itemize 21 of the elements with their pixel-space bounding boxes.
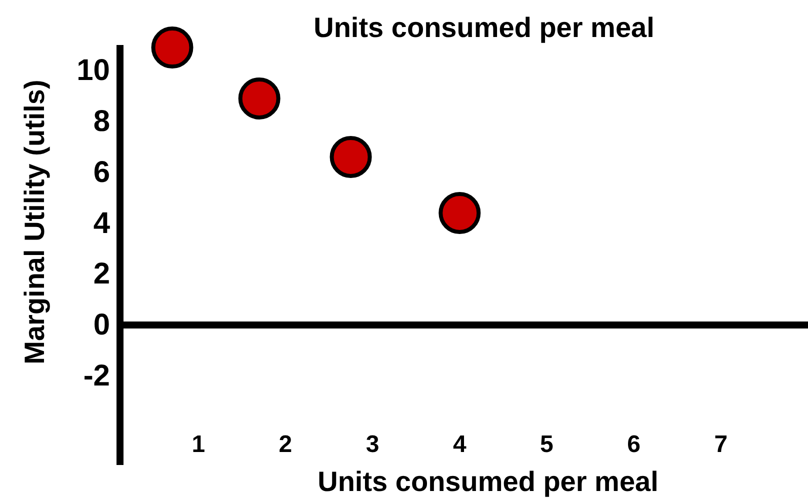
x-axis-title: Units consumed per meal — [318, 466, 658, 497]
point — [438, 192, 481, 234]
x-tick-label: 5 — [540, 431, 554, 458]
x-tick-label: 3 — [366, 431, 380, 458]
chart-title: Units consumed per meal — [314, 12, 654, 43]
point — [151, 26, 194, 69]
y-tick-label: -2 — [83, 360, 110, 393]
point — [330, 136, 372, 178]
y-tick-label: 8 — [93, 104, 110, 138]
x-tick-label: 6 — [627, 431, 641, 458]
point — [238, 77, 280, 120]
x-tick-label: 1 — [192, 431, 206, 458]
x-tick-label: 4 — [452, 431, 467, 458]
x-tick-label: 7 — [714, 431, 728, 458]
y-axis-title: Marginal Utility (utils) — [19, 80, 50, 364]
y-tick-label: 0 — [93, 308, 110, 342]
y-tick-label: 2 — [93, 258, 110, 291]
y-tick-label: 10 — [76, 54, 110, 88]
x-tick-label: 2 — [278, 431, 292, 458]
y-tick-label: 6 — [93, 156, 110, 189]
y-tick-label: 4 — [93, 206, 110, 240]
